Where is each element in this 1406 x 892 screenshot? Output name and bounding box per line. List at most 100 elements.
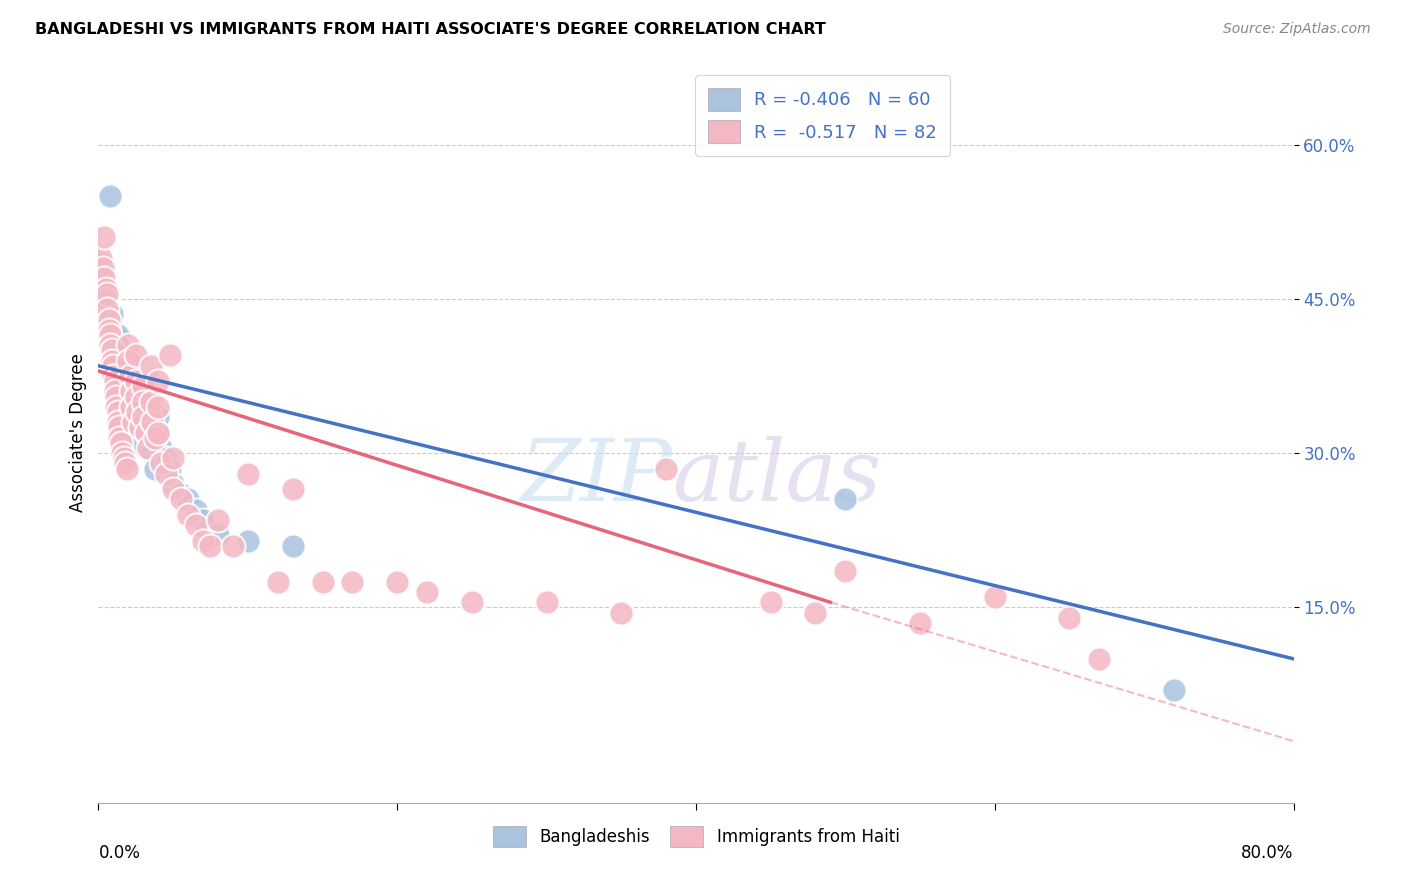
Point xyxy=(139,359,162,373)
Point xyxy=(1088,652,1111,666)
Point xyxy=(162,451,184,466)
Point xyxy=(461,595,484,609)
Point xyxy=(184,518,207,533)
Point xyxy=(125,349,148,363)
Point xyxy=(125,390,148,404)
Point xyxy=(117,353,139,368)
Point xyxy=(177,508,200,522)
Point xyxy=(127,405,149,419)
Point xyxy=(103,333,125,347)
Point xyxy=(141,415,163,429)
Point xyxy=(281,482,304,496)
Point xyxy=(101,353,124,368)
Point xyxy=(96,307,118,321)
Point xyxy=(191,513,214,527)
Point xyxy=(103,323,125,337)
Point xyxy=(112,451,135,466)
Point xyxy=(132,379,155,393)
Point xyxy=(91,261,114,276)
Point xyxy=(136,441,159,455)
Point xyxy=(98,189,122,203)
Point xyxy=(125,374,148,388)
Point xyxy=(236,533,259,548)
Point xyxy=(148,374,170,388)
Point xyxy=(104,384,127,399)
Point xyxy=(236,467,259,481)
Point xyxy=(107,405,129,419)
Point xyxy=(107,338,129,352)
Point xyxy=(128,436,150,450)
Point xyxy=(108,420,131,434)
Point xyxy=(804,606,827,620)
Point xyxy=(101,307,124,321)
Point xyxy=(385,574,409,589)
Point xyxy=(125,420,148,434)
Point xyxy=(108,374,131,388)
Point xyxy=(110,374,132,388)
Point xyxy=(132,410,155,425)
Y-axis label: Associate's Degree: Associate's Degree xyxy=(69,353,87,512)
Point xyxy=(117,338,139,352)
Point xyxy=(1059,611,1081,625)
Point xyxy=(118,369,141,384)
Point xyxy=(191,533,214,548)
Point xyxy=(111,390,134,404)
Legend: Bangladeshis, Immigrants from Haiti: Bangladeshis, Immigrants from Haiti xyxy=(486,819,905,854)
Point xyxy=(132,410,155,425)
Point xyxy=(94,297,117,311)
Point xyxy=(207,513,229,527)
Point xyxy=(94,292,117,306)
Point xyxy=(117,359,139,373)
Point xyxy=(655,461,678,475)
Point xyxy=(110,436,132,450)
Point xyxy=(114,457,136,471)
Point xyxy=(104,327,127,342)
Point xyxy=(96,302,118,317)
Point xyxy=(105,364,128,378)
Point xyxy=(159,461,181,475)
Text: BANGLADESHI VS IMMIGRANTS FROM HAITI ASSOCIATE'S DEGREE CORRELATION CHART: BANGLADESHI VS IMMIGRANTS FROM HAITI ASS… xyxy=(35,22,827,37)
Point xyxy=(103,369,125,384)
Point xyxy=(108,431,131,445)
Point xyxy=(105,390,128,404)
Point xyxy=(105,400,128,414)
Point xyxy=(94,282,117,296)
Point xyxy=(132,394,155,409)
Point xyxy=(150,441,173,455)
Point xyxy=(114,405,136,419)
Point xyxy=(267,574,290,589)
Point xyxy=(148,425,170,440)
Point xyxy=(120,400,142,414)
Text: Source: ZipAtlas.com: Source: ZipAtlas.com xyxy=(1223,22,1371,37)
Point xyxy=(177,492,200,507)
Point xyxy=(105,353,128,368)
Point xyxy=(112,394,135,409)
Point xyxy=(111,446,134,460)
Point xyxy=(200,539,222,553)
Point xyxy=(93,271,115,285)
Text: atlas: atlas xyxy=(672,435,882,518)
Point xyxy=(139,436,162,450)
Point xyxy=(93,230,115,244)
Point xyxy=(93,286,115,301)
Point xyxy=(416,585,439,599)
Point xyxy=(107,349,129,363)
Point xyxy=(90,251,112,265)
Point xyxy=(98,327,122,342)
Point xyxy=(115,415,138,429)
Point xyxy=(610,606,633,620)
Point xyxy=(90,256,112,270)
Point xyxy=(759,595,782,609)
Point xyxy=(159,349,181,363)
Point xyxy=(97,312,120,326)
Point xyxy=(148,400,170,414)
Point xyxy=(108,364,131,378)
Point xyxy=(115,461,138,475)
Point xyxy=(107,415,129,429)
Point xyxy=(96,297,118,311)
Point xyxy=(121,415,143,429)
Point xyxy=(143,431,166,445)
Point xyxy=(127,431,149,445)
Point xyxy=(135,425,157,440)
Point xyxy=(342,574,364,589)
